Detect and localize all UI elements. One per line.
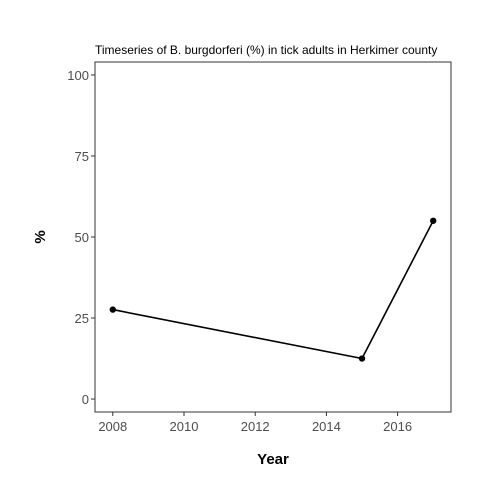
x-tick-label: 2014 bbox=[312, 419, 341, 434]
panel-border bbox=[94, 61, 452, 413]
y-axis: 0 25 50 75 100 bbox=[67, 68, 95, 407]
y-tick-label: 50 bbox=[75, 230, 89, 245]
x-tick-label: 2008 bbox=[98, 419, 127, 434]
x-axis: 2008 2010 2012 2014 2016 bbox=[98, 412, 412, 434]
y-tick-label: 0 bbox=[82, 392, 89, 407]
data-point bbox=[109, 306, 117, 313]
y-axis-title: % bbox=[32, 230, 49, 243]
data-point bbox=[430, 217, 437, 224]
y-tick-label: 75 bbox=[75, 149, 89, 164]
plot-area bbox=[109, 217, 437, 362]
data-point bbox=[358, 355, 366, 362]
y-tick-label: 25 bbox=[75, 311, 89, 326]
y-tick-label: 100 bbox=[67, 68, 89, 83]
chart-title: Timeseries of B. burgdorferi (%) in tick… bbox=[95, 43, 437, 57]
x-tick-label: 2012 bbox=[241, 419, 270, 434]
x-axis-title: Year bbox=[257, 451, 289, 468]
x-tick-label: 2016 bbox=[383, 419, 412, 434]
x-tick-label: 2010 bbox=[170, 419, 199, 434]
